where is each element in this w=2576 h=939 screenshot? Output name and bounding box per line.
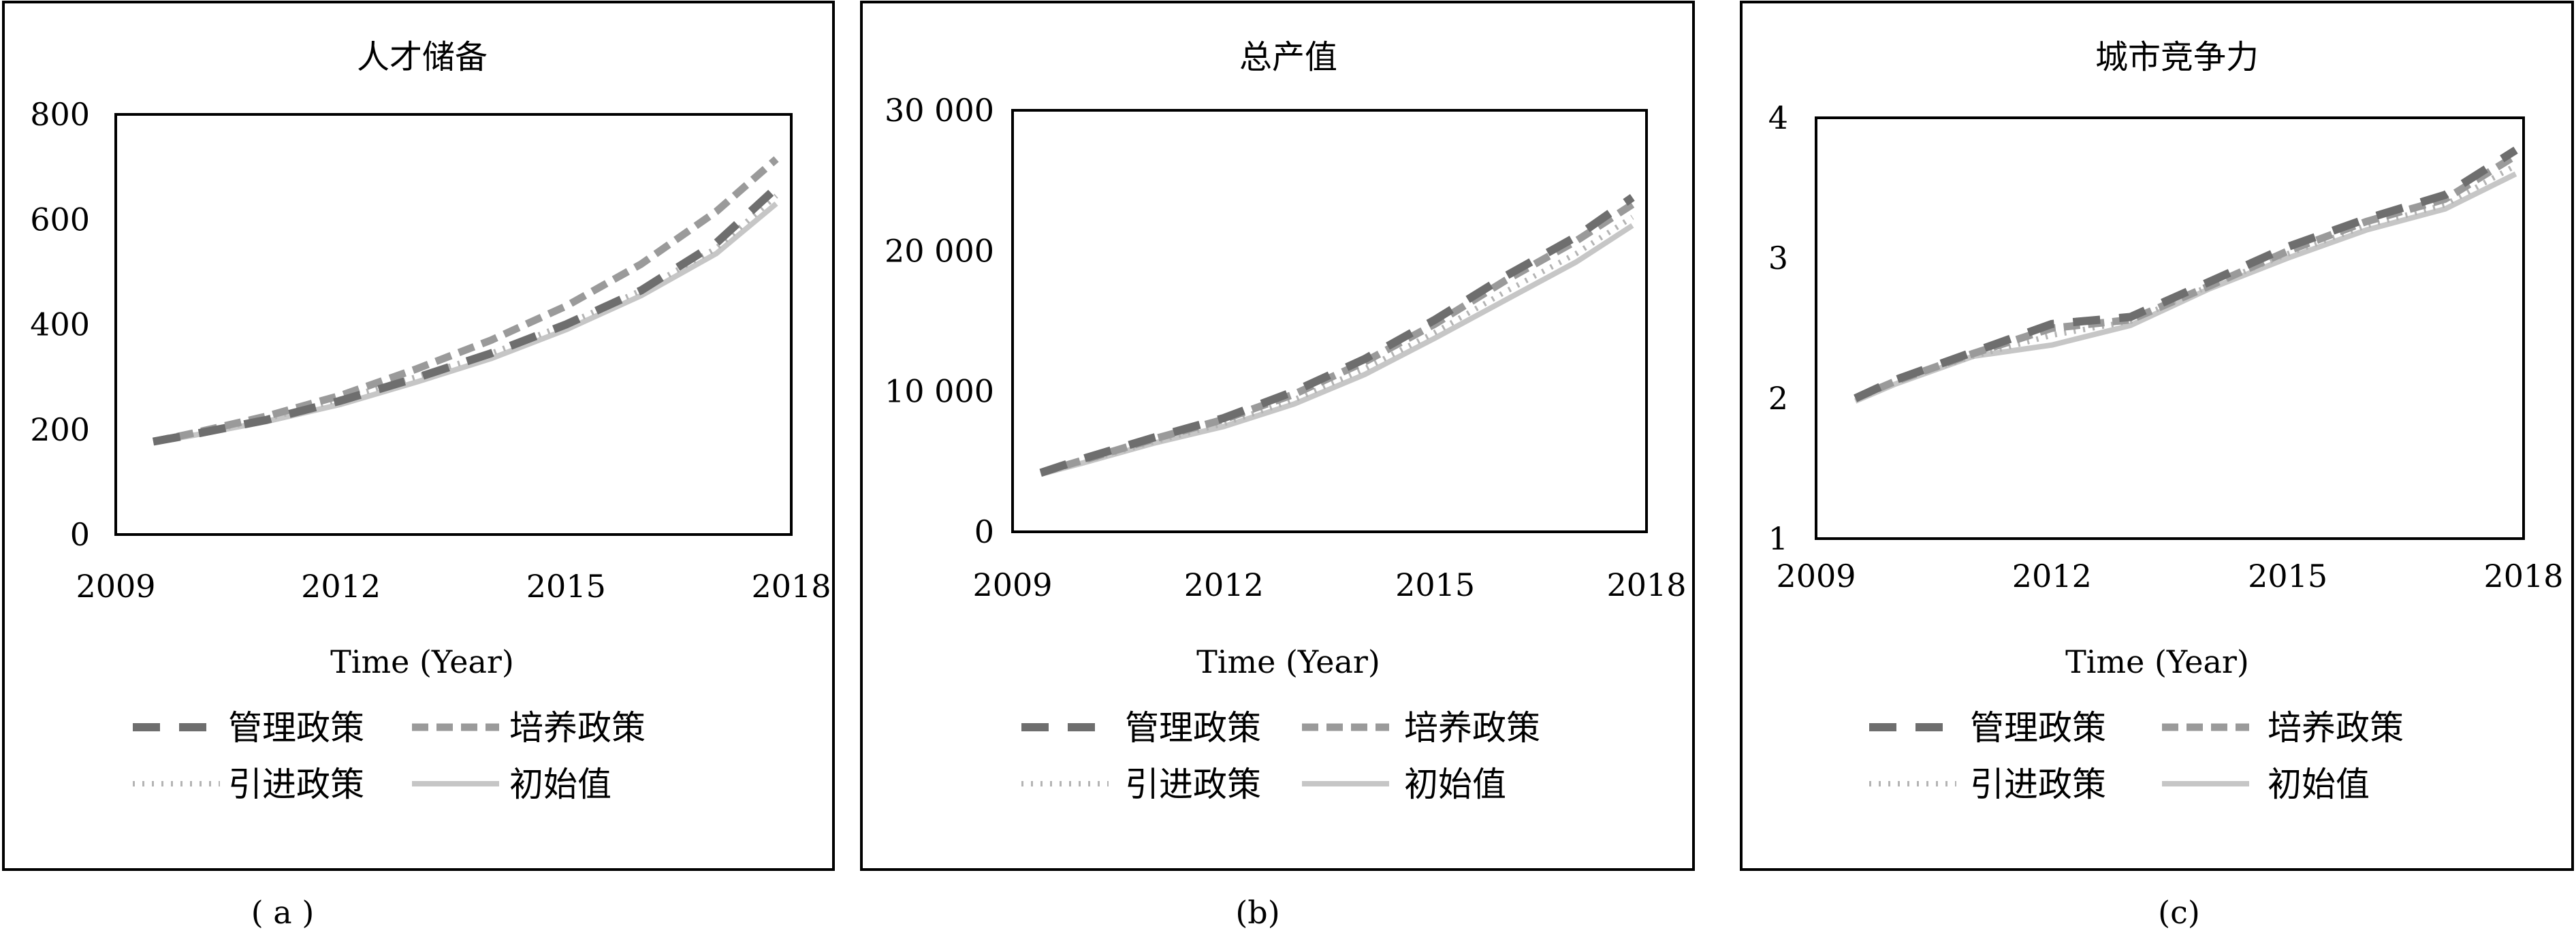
panel-frame [2,1,835,871]
y-tick-label: 10 000 [885,373,994,410]
y-tick-label: 20 000 [885,232,994,269]
y-tick-label: 1 [1768,520,1788,557]
y-tick-label: 3 [1768,240,1788,276]
legend-label-cultivation: 培养政策 [1404,708,1540,748]
x-axis-label: Time (Year) [330,643,514,680]
y-tick-label: 30 000 [885,92,994,129]
chart-panel-3: 城市竞争力 1 2 3 4 2009 2012 2015 2018 Time (Year) 管理政策… [1740,1,2574,871]
legend-label-cultivation: 培养政策 [2268,708,2404,748]
chart-panel-1: 人才储备 0 200 400 600 800 2009 2012 2015 2018 Time (Y… [2,1,835,871]
legend-label-management: 管理政策 [1125,708,1261,748]
x-tick-label: 2009 [76,568,155,605]
panel-caption: (c) [2158,894,2200,931]
legend-label-introduction: 引进政策 [228,765,364,804]
x-axis-label: Time (Year) [1196,643,1380,680]
legend-label-baseline: 初始值 [2268,765,2370,804]
legend-label-baseline: 初始值 [509,765,611,804]
y-tick-label: 4 [1768,99,1788,136]
series-line-management [1854,146,2518,402]
x-tick-label: 2009 [1776,558,1856,594]
x-tick-label: 2012 [1184,567,1264,603]
x-tick-label: 2015 [1395,567,1475,603]
y-tick-label: 0 [70,516,90,553]
y-tick-label: 600 [30,201,90,238]
series-line-cultivation [1039,201,1635,477]
panel-caption: (b) [1235,894,1279,931]
series-line-cultivation [152,156,779,445]
series-line-management [153,185,780,446]
y-tick-label: 0 [974,513,994,550]
y-tick-label: 2 [1768,380,1788,417]
x-tick-label: 2015 [2248,558,2327,594]
x-tick-label: 2015 [526,568,606,605]
x-tick-label: 2009 [972,567,1052,603]
series-line-management [1039,193,1635,477]
legend-label-management: 管理政策 [228,708,364,748]
x-tick-label: 2018 [1606,567,1686,603]
chart-panel-2: 总产值 0 10 000 20 000 30 000 2009 2012 2015 2018 Ti… [860,1,1695,871]
legend-label-baseline: 初始值 [1404,765,1506,804]
plot-area [1815,116,2525,540]
panel-caption: ( a ) [251,894,315,931]
chart-title: 人才储备 [357,38,488,76]
x-tick-label: 2018 [751,568,831,605]
legend-label-management: 管理政策 [1970,708,2106,748]
legend-label-introduction: 引进政策 [1125,765,1261,804]
y-tick-label: 800 [30,96,90,133]
panel-frame [860,1,1695,871]
y-tick-label: 200 [30,411,90,448]
x-tick-label: 2012 [301,568,381,605]
x-axis-label: Time (Year) [2065,643,2249,680]
series-line-introduction [1854,163,2517,401]
legend-label-introduction: 引进政策 [1970,765,2106,804]
panel-frame [1740,1,2574,871]
x-tick-label: 2012 [2012,558,2092,594]
legend-label-cultivation: 培养政策 [509,708,646,748]
x-tick-label: 2018 [2483,558,2563,594]
y-tick-label: 400 [30,306,90,343]
plot-area [1011,109,1648,533]
chart-title: 城市竞争力 [2095,38,2259,76]
chart-title: 总产值 [1239,38,1337,76]
plot-area [114,113,793,536]
